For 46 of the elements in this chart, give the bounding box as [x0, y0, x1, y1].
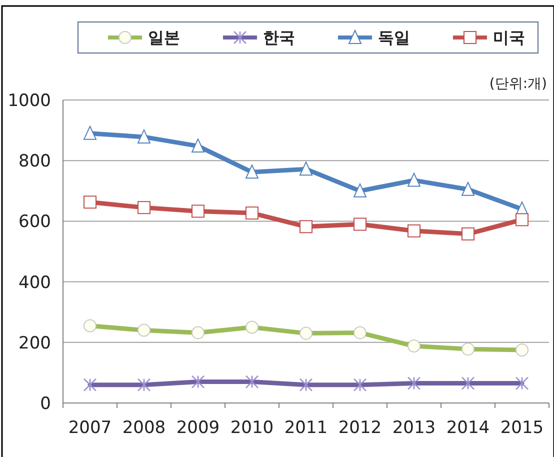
x-tick-label: 2015 — [500, 418, 544, 438]
point — [299, 378, 313, 392]
point — [246, 164, 258, 179]
point — [461, 376, 475, 390]
point — [408, 172, 420, 187]
point — [84, 196, 96, 209]
point — [192, 138, 204, 153]
point — [192, 204, 204, 218]
x-tick-label: 2012 — [338, 418, 382, 438]
point — [354, 218, 366, 231]
legend-label: 독일 — [378, 28, 410, 48]
x-tick-label: 2010 — [230, 418, 274, 438]
point — [462, 182, 474, 196]
y-tick-label: 200 — [18, 333, 51, 354]
legend-label: 한국 — [263, 28, 295, 48]
point — [138, 201, 150, 214]
point — [246, 206, 258, 220]
y-tick-label: 400 — [18, 272, 51, 293]
point — [462, 227, 474, 240]
x-tick-label: 2008 — [122, 418, 166, 438]
point — [83, 378, 97, 392]
point — [300, 220, 312, 234]
y-tick-label: 1000 — [8, 90, 51, 111]
y-tick-label: 800 — [18, 152, 51, 172]
legend-label: 미국 — [493, 28, 525, 48]
x-tick-label: 2011 — [284, 418, 328, 438]
x-tick-label: 2009 — [176, 418, 220, 438]
point — [353, 378, 367, 392]
point — [300, 162, 312, 176]
y-tick-label: 0 — [40, 394, 51, 414]
point — [138, 129, 150, 144]
x-tick-label: 2013 — [392, 418, 436, 438]
point — [84, 126, 96, 140]
point — [516, 213, 528, 226]
point — [245, 375, 259, 388]
text: (단위:개) — [489, 76, 547, 92]
point — [407, 376, 421, 390]
legend-label: 일본 — [148, 28, 180, 48]
point — [191, 375, 205, 388]
point — [515, 376, 529, 390]
point — [408, 224, 420, 238]
x-tick-label: 2007 — [68, 418, 112, 438]
x-tick-label: 2014 — [446, 418, 490, 438]
point — [137, 378, 151, 392]
point — [354, 183, 366, 198]
y-tick-label: 600 — [18, 212, 51, 232]
